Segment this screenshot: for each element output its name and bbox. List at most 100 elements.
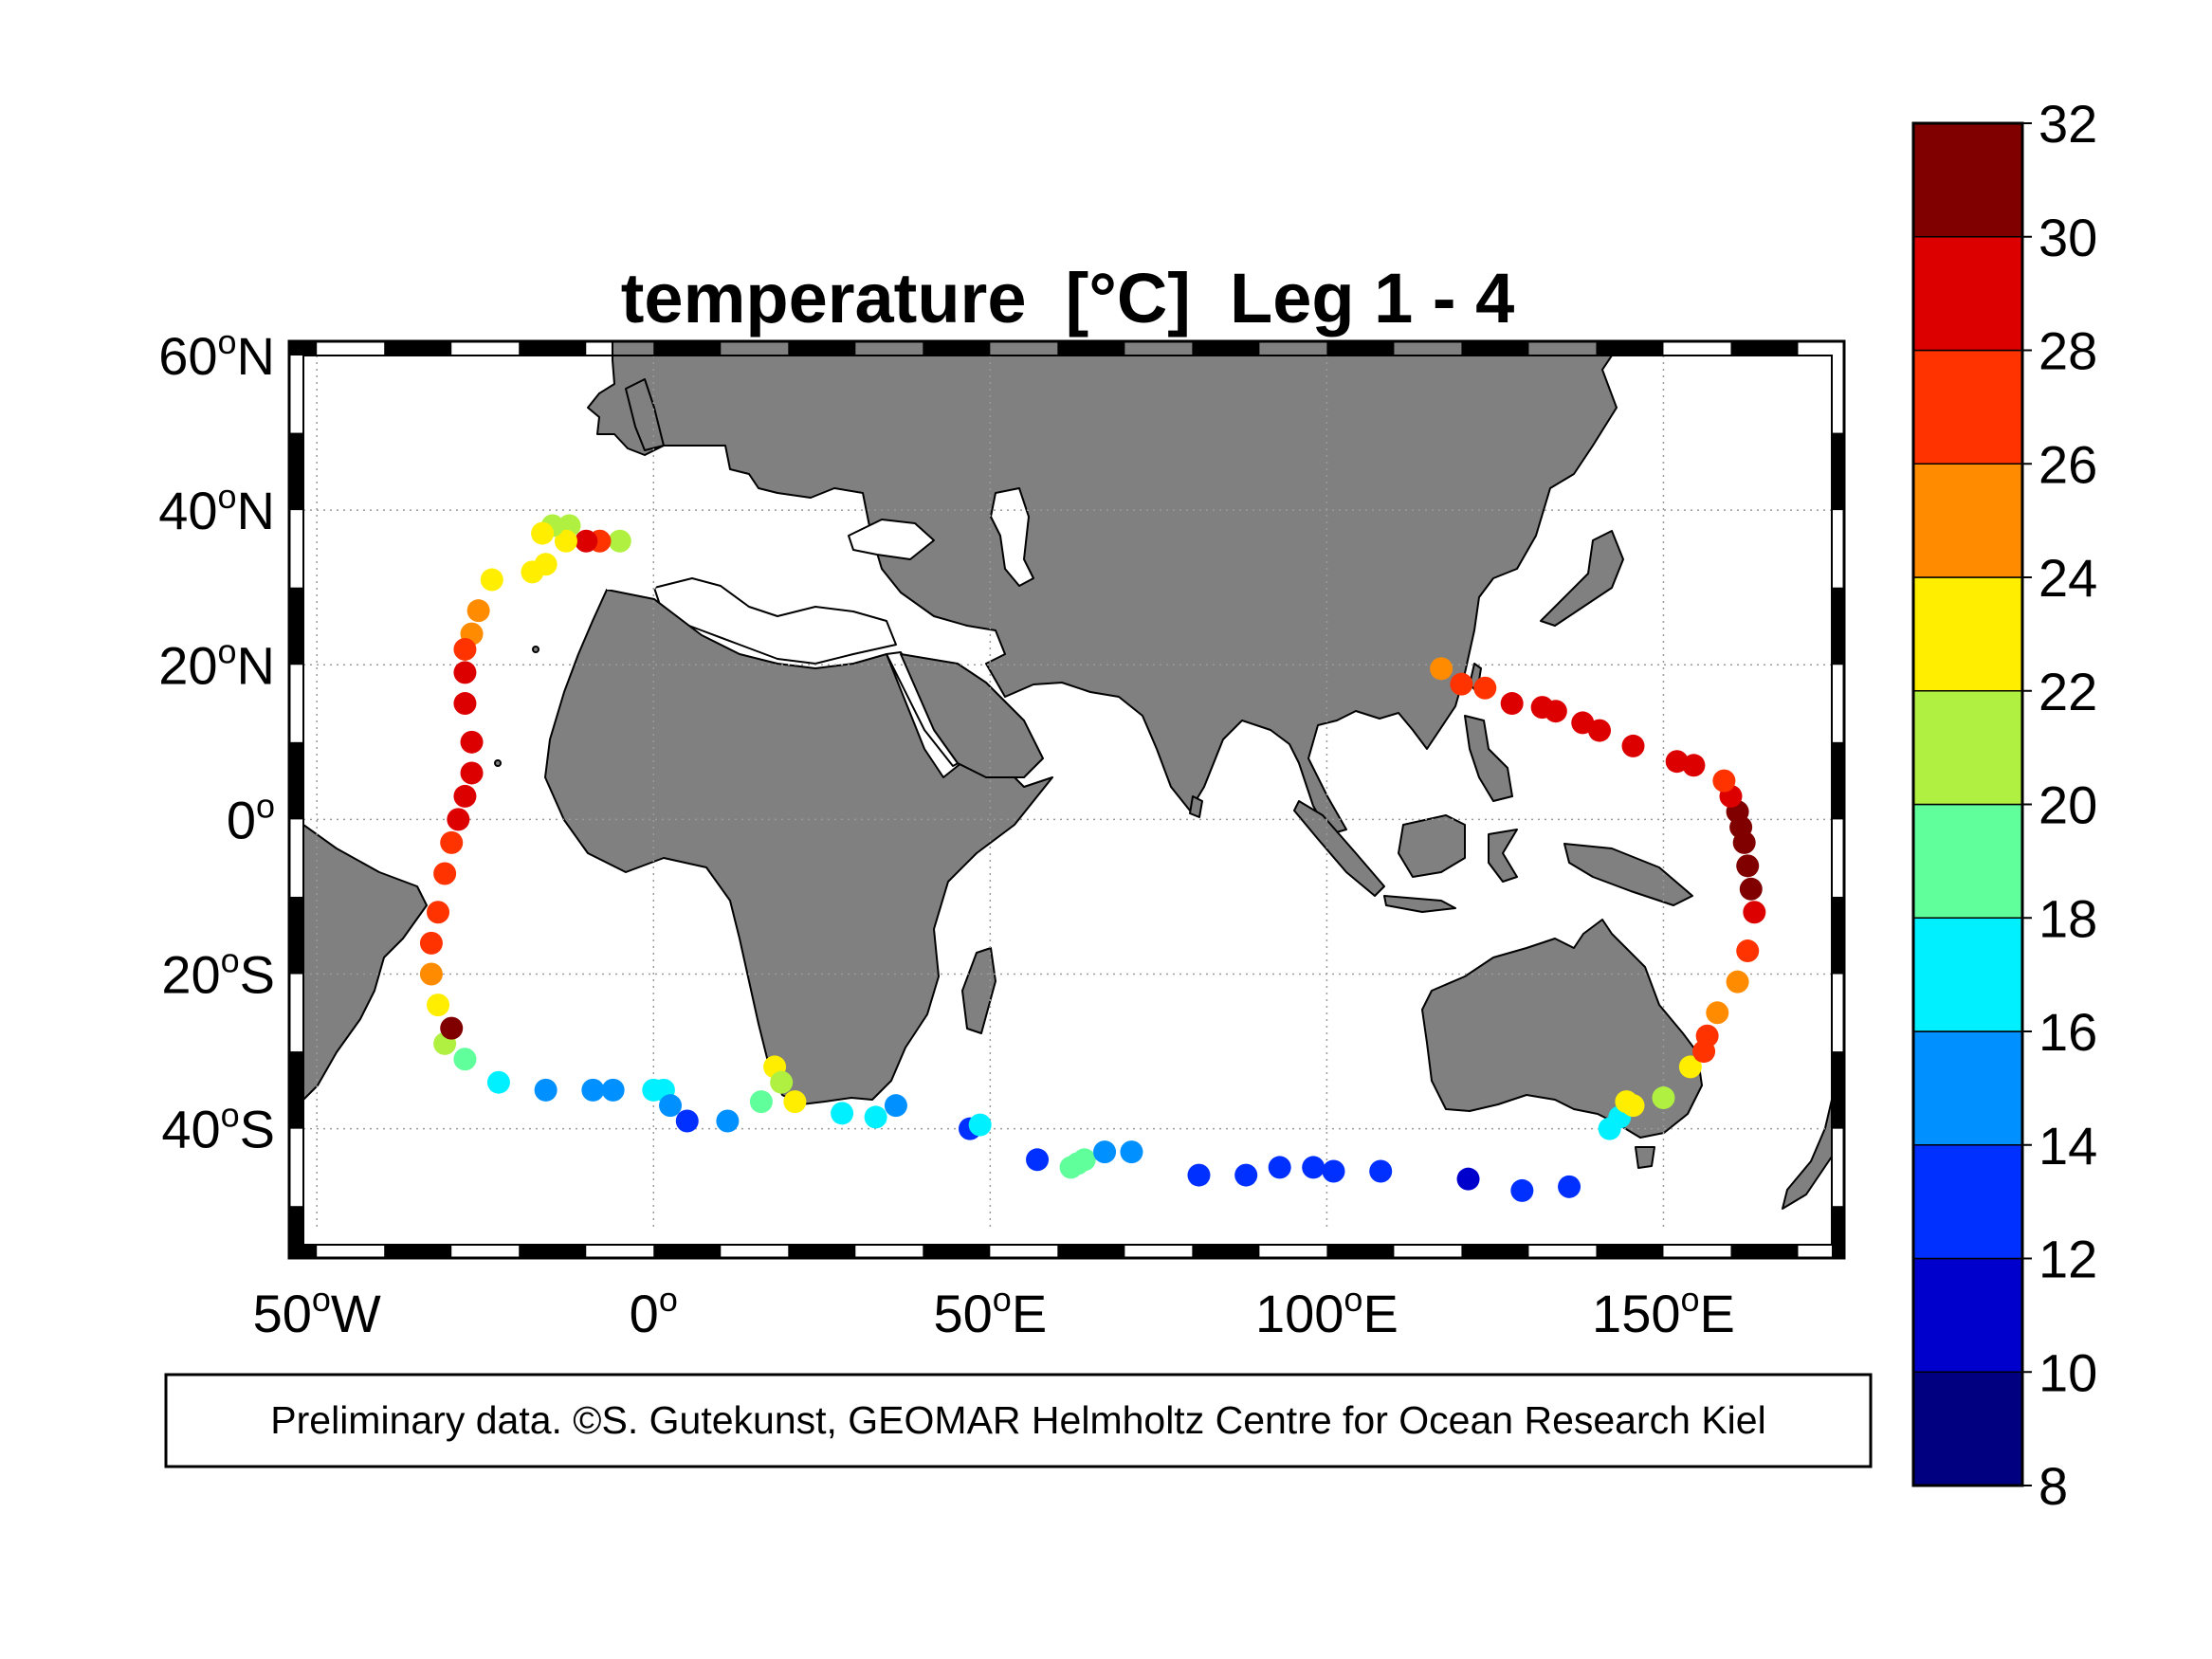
frame-segment bbox=[1461, 341, 1529, 356]
caspian-sea bbox=[990, 487, 1034, 587]
temperature-point bbox=[864, 1105, 887, 1129]
colorbar-tick-label: 32 bbox=[2038, 94, 2097, 154]
latitude-label-number: 40 bbox=[161, 1100, 220, 1159]
longitude-label: 150oE bbox=[1592, 1280, 1735, 1343]
latitude-label-hemisphere: N bbox=[237, 635, 275, 695]
frame-segment bbox=[923, 1245, 991, 1258]
temperature-point bbox=[968, 1113, 992, 1137]
frame-segment bbox=[1730, 341, 1799, 356]
sulawesi bbox=[1488, 829, 1518, 883]
temperature-point bbox=[575, 529, 598, 553]
colorbar-bands bbox=[1912, 122, 2023, 1486]
colorbar-band bbox=[1912, 917, 2023, 1032]
temperature-point bbox=[1743, 901, 1766, 924]
frame-segment bbox=[1832, 1051, 1844, 1129]
temperature-point bbox=[1450, 672, 1473, 696]
temperature-point bbox=[1736, 854, 1760, 878]
frame-segment bbox=[519, 1245, 587, 1258]
temperature-point bbox=[1369, 1159, 1393, 1183]
latitude-label-degree: o bbox=[256, 786, 275, 825]
colorbar-tick-label: 30 bbox=[2038, 208, 2097, 267]
longitude-label-degree: o bbox=[1680, 1280, 1699, 1319]
colorbar-band bbox=[1912, 1371, 2023, 1486]
frame-segment bbox=[653, 341, 722, 356]
attribution-text: Preliminary data. ©S. Gutekunst, GEOMAR … bbox=[270, 1398, 1765, 1442]
temperature-point bbox=[1652, 1086, 1675, 1110]
frame-segment bbox=[1461, 1245, 1529, 1258]
temperature-point bbox=[581, 1078, 605, 1102]
japan bbox=[1540, 530, 1624, 627]
temperature-point bbox=[1665, 750, 1689, 774]
temperature-point bbox=[453, 692, 477, 716]
frame-segment bbox=[788, 1245, 856, 1258]
longitude-label-degree: o bbox=[659, 1280, 678, 1319]
black-sea bbox=[848, 519, 935, 560]
latitude-label-number: 60 bbox=[158, 326, 217, 386]
frame-segment bbox=[289, 432, 303, 511]
south-america bbox=[303, 824, 428, 1101]
sumatra bbox=[1293, 800, 1385, 897]
latitude-label-hemisphere: S bbox=[240, 1100, 275, 1159]
latitude-label-number: 20 bbox=[158, 635, 217, 695]
temperature-point bbox=[460, 761, 484, 785]
colorbar-band bbox=[1912, 122, 2023, 238]
temperature-point bbox=[1621, 1094, 1645, 1118]
temperature-point bbox=[1120, 1140, 1143, 1164]
colorbar-band bbox=[1912, 576, 2023, 692]
temperature-point bbox=[831, 1102, 854, 1125]
colorbar-band bbox=[1912, 349, 2023, 465]
temperature-point bbox=[453, 1048, 477, 1071]
colorbar-tick-label: 20 bbox=[2038, 775, 2097, 835]
temperature-point bbox=[783, 1090, 807, 1114]
temperature-point bbox=[534, 1078, 558, 1102]
latitude-label-degree: o bbox=[218, 322, 237, 361]
temperature-point bbox=[1739, 877, 1763, 901]
latitude-label: 20oS bbox=[161, 941, 275, 1005]
temperature-point bbox=[427, 994, 450, 1017]
temperature-point bbox=[1072, 1148, 1096, 1172]
colorbar-band bbox=[1912, 463, 2023, 578]
map-frame-inner bbox=[302, 355, 1833, 1246]
temperature-point bbox=[1695, 1024, 1719, 1048]
tasmania bbox=[1635, 1146, 1655, 1169]
colorbar: 32 30 28 26 24 22 20 18 16 14 12 10 8 bbox=[1911, 94, 2097, 1516]
temperature-point bbox=[1026, 1148, 1050, 1172]
temperature-point bbox=[1706, 1001, 1729, 1025]
colorbar-tick-label: 16 bbox=[2038, 1002, 2097, 1062]
temperature-point bbox=[1500, 692, 1524, 716]
arabian-peninsula bbox=[900, 653, 1044, 778]
longitude-labels: 50oW 0o 50oE 100oE 150oE bbox=[253, 1280, 1735, 1343]
frame-segment bbox=[1596, 341, 1664, 356]
colorbar-band bbox=[1912, 1144, 2023, 1260]
map-panel bbox=[287, 339, 1846, 1260]
latitude-label: 40oN bbox=[158, 477, 275, 540]
temperature-point bbox=[659, 1094, 683, 1118]
colorbar-tick-label: 22 bbox=[2038, 662, 2097, 721]
temperature-point bbox=[440, 1016, 464, 1040]
longitude-label-degree: o bbox=[993, 1280, 1012, 1319]
colorbar-band bbox=[1912, 1030, 2023, 1146]
new-zealand bbox=[1782, 1099, 1832, 1210]
latitude-label-degree: o bbox=[218, 477, 237, 516]
latitude-label-degree: o bbox=[221, 941, 240, 980]
frame-segment bbox=[384, 1245, 452, 1258]
island bbox=[532, 646, 539, 653]
frame-segment bbox=[289, 341, 318, 356]
latitude-label-degree: o bbox=[218, 631, 237, 670]
temperature-point bbox=[531, 521, 555, 545]
mediterranean-sea bbox=[653, 577, 897, 665]
frame-segment bbox=[1832, 587, 1844, 665]
latitude-label: 0o bbox=[227, 786, 275, 849]
latitude-label: 40oS bbox=[161, 1096, 275, 1159]
longitude-label-hemisphere: E bbox=[1012, 1284, 1047, 1343]
temperature-point bbox=[1621, 734, 1645, 757]
frame-segment bbox=[1326, 1245, 1395, 1258]
new-guinea bbox=[1563, 843, 1693, 906]
temperature-point bbox=[1571, 711, 1595, 735]
temperature-point bbox=[554, 529, 577, 553]
latitude-label-hemisphere: N bbox=[237, 326, 275, 386]
temperature-point bbox=[419, 931, 443, 955]
temperature-point bbox=[1510, 1178, 1534, 1202]
map-frame-ticks bbox=[289, 341, 1844, 1258]
